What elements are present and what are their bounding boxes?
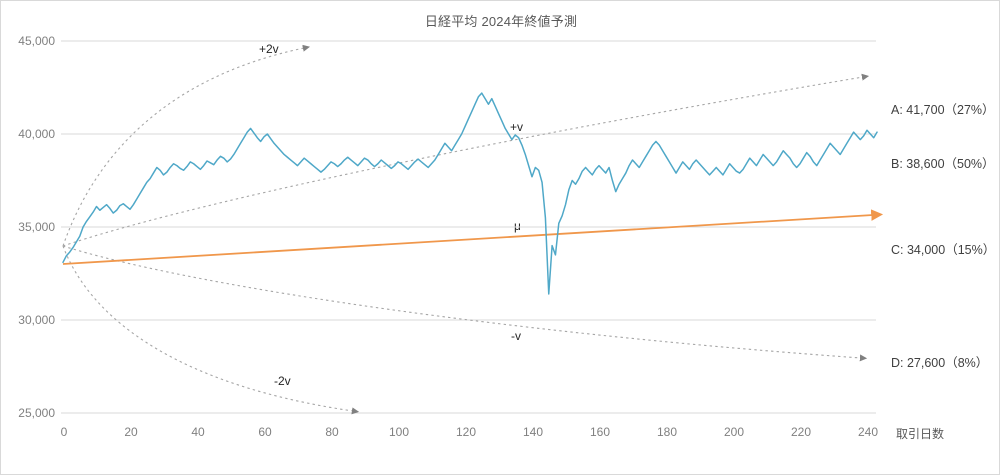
band-plus-2v-curve [62, 44, 311, 247]
x-axis-label: 取引日数 [896, 427, 945, 441]
chart-title: 日経平均 2024年終値予測 [424, 14, 578, 29]
x-axis-tick-40: 40 [191, 425, 205, 439]
annotation-minus-2v: -2v [274, 374, 291, 388]
x-axis-tick-80: 80 [325, 425, 339, 439]
y-axis-tick-45000: 45,000 [18, 34, 55, 48]
x-axis-tick-160: 160 [589, 425, 611, 439]
x-axis-tick-60: 60 [258, 425, 272, 439]
annotation-plus-2v: +2v [259, 42, 279, 56]
gridlines [61, 40, 876, 414]
y-axis-tick-40000: 40,000 [18, 127, 55, 141]
x-axis-tick-0: 0 [60, 425, 68, 439]
mean-projection-line [62, 209, 884, 265]
x-axis-tick-100: 100 [388, 425, 410, 439]
scenario-label-b: B: 38,600（50%） [891, 157, 995, 171]
y-axis-tick-25000: 25,000 [18, 406, 55, 420]
x-axis-tick-20: 20 [124, 425, 138, 439]
x-axis-tick-200: 200 [723, 425, 745, 439]
band-plus-v-curve [62, 73, 870, 247]
x-axis-tick-220: 220 [790, 425, 812, 439]
annotation-plus-v: +v [510, 120, 524, 134]
scenario-label-d: D: 27,600（8%） [891, 356, 989, 370]
x-axis-tick-240: 240 [857, 425, 879, 439]
scenario-label-a: A: 41,700（27%） [891, 103, 995, 117]
annotation-mu: μ [514, 219, 521, 233]
nikkei-price-line [62, 92, 878, 295]
x-axis-tick-140: 140 [522, 425, 544, 439]
y-axis-tick-35000: 35,000 [18, 220, 55, 234]
y-axis-tick-30000: 30,000 [18, 313, 55, 327]
x-axis-tick-120: 120 [455, 425, 477, 439]
scenario-label-c: C: 34,000（15%） [891, 243, 996, 257]
band-minus-2v-curve [62, 245, 360, 415]
x-axis-tick-180: 180 [656, 425, 678, 439]
band-minus-v-curve [62, 245, 868, 362]
annotation-minus-v: -v [511, 329, 521, 343]
